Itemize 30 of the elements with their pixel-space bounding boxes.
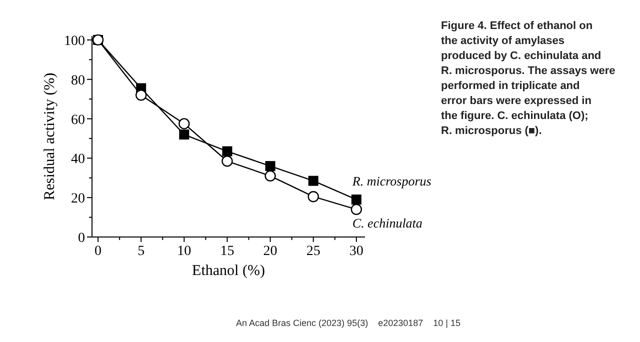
- x-axis-title: Ethanol (%): [192, 263, 265, 279]
- point: [264, 170, 276, 182]
- point: [179, 130, 190, 140]
- point: [308, 176, 318, 186]
- x-tick-label: 15: [220, 244, 234, 259]
- caption: Figure 4. Effect of ethanol on the activity of amylases produced by C. echinulata and R. microsporus. The assays were performed in triplicate and error bars were expressed in the figure. C. echinulata (O); R. microsporus (■).: [441, 20, 616, 137]
- point: [135, 90, 147, 101]
- x-tick-label: 10: [177, 244, 192, 259]
- point: [178, 118, 190, 130]
- point: [222, 146, 232, 156]
- y-tick-label: 0: [78, 231, 85, 246]
- x-tick-label: 20: [263, 244, 278, 259]
- y-tick-label: 100: [64, 34, 85, 49]
- point: [351, 194, 362, 205]
- x-tick-label: 25: [306, 244, 320, 259]
- y-tick-label: 40: [71, 152, 85, 168]
- y-tick-label: 20: [71, 192, 85, 207]
- y-tick-label: 80: [71, 73, 85, 88]
- x-tick-label: 0: [94, 244, 102, 259]
- y-axis-title: Residual activity (%): [42, 72, 58, 200]
- point: [308, 191, 319, 202]
- series-label: R. microsporus: [351, 174, 432, 189]
- point: [265, 161, 276, 172]
- text: An Acad Bras Cienc (2023) 95(3) e20230187 10 | 15: [236, 318, 460, 328]
- point: [222, 156, 233, 167]
- x-tick-label: 30: [349, 244, 364, 259]
- point: [350, 204, 362, 216]
- series-label: C. echinulata: [352, 215, 423, 230]
- y-tick-label: 60: [71, 112, 85, 128]
- x-tick-label: 5: [138, 244, 145, 259]
